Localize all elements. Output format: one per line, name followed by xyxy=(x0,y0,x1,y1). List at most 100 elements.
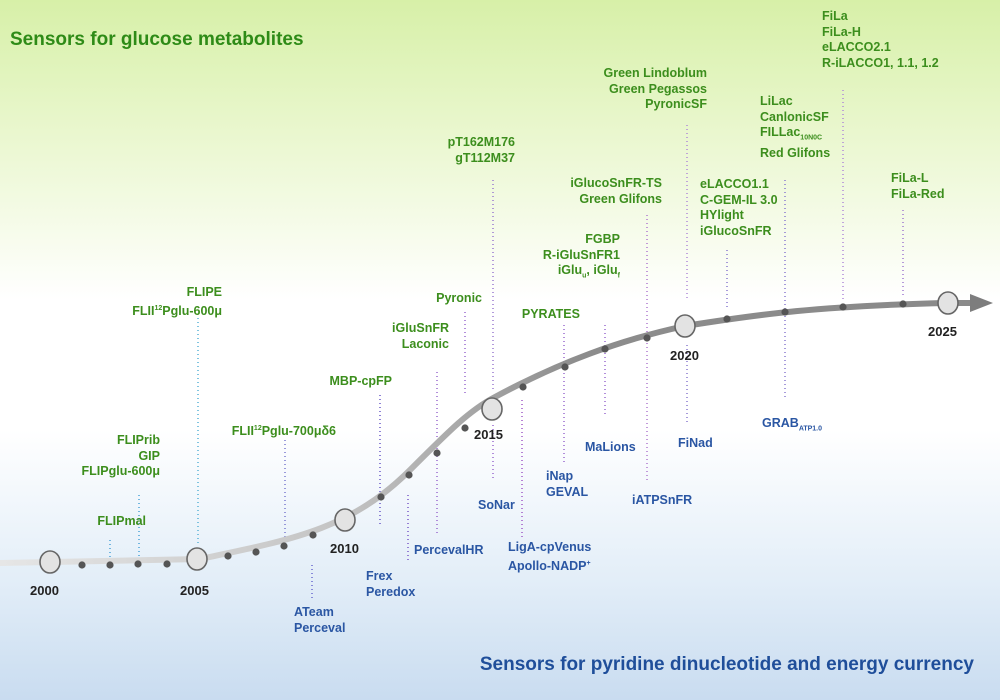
sensor-name: FLIPrib xyxy=(116,433,160,447)
sensor-name: Apollo-NADP+ xyxy=(508,558,591,573)
sensor-label-grab-atp: GRABATP1.0 xyxy=(762,416,822,437)
sensor-label-inap-group: iNap GEVAL xyxy=(546,469,588,500)
sensor-name: FLIPglu-600μ xyxy=(81,464,161,478)
sensor-label-iglusnfr-laconic: iGluSnFR Laconic xyxy=(392,321,449,352)
sensor-label-sonar: SoNar xyxy=(478,498,515,514)
timeline-dot xyxy=(163,560,171,568)
timeline-dot xyxy=(643,334,651,342)
timeline-dot xyxy=(561,363,569,371)
glucose-background xyxy=(0,0,1000,300)
sensor-name: Frex xyxy=(366,569,393,583)
sensor-label-pt162: pT162M176 gT112M37 xyxy=(448,135,515,166)
sensor-label-lindoblum-group: Green Lindoblum Green Pegassos PyronicSF xyxy=(604,66,707,113)
sensor-label-pyronic: Pyronic xyxy=(436,291,482,307)
timeline-dot xyxy=(899,300,907,308)
timeline-dot xyxy=(839,303,847,311)
timeline-dot xyxy=(461,424,469,432)
sensor-label-frex-group: Frex Peredox xyxy=(366,569,415,600)
sensor-label-fgbp-group: FGBP R-iGluSnFR1 iGluu, iGluf xyxy=(543,232,620,284)
timeline-dot xyxy=(78,561,86,569)
sensor-name: FiLa-H xyxy=(822,24,861,39)
sensor-name: C-GEM-IL 3.0 xyxy=(700,192,778,207)
sensor-name: FLII12Pglu-600μ xyxy=(132,303,222,318)
sensor-name: FiLa-L xyxy=(891,171,929,185)
sensor-label-pyrates: PYRATES xyxy=(522,307,580,323)
energy-heading: Sensors for pyridine dinucleotide and en… xyxy=(479,654,974,675)
sensor-name: Peredox xyxy=(366,584,416,599)
sensor-label-ligacpvenus-group: LigA-cpVenus Apollo-NADP+ xyxy=(508,540,591,574)
sensor-name: PercevalHR xyxy=(414,543,484,557)
sensor-name: FiLa xyxy=(822,9,848,23)
timeline-dot xyxy=(723,315,731,323)
sensor-name: Green Glifons xyxy=(579,191,662,206)
sensor-name: PYRATES xyxy=(521,307,580,321)
sensor-name: FiLa-Red xyxy=(891,186,945,201)
sensor-name: CanlonicSF xyxy=(760,109,829,124)
sensor-label-flii-700: FLII12Pglu-700μδ6 xyxy=(232,421,336,440)
timeline-dot xyxy=(377,493,385,501)
sensor-name: iATPSnFR xyxy=(632,493,693,507)
sensor-name: gT112M37 xyxy=(455,150,515,165)
sensor-name: iGluu, iGluf xyxy=(557,263,620,280)
sensor-label-flip-group-2003: FLIPrib GIP FLIPglu-600μ xyxy=(82,433,161,480)
timeline-dot xyxy=(601,345,609,353)
sensor-name: Green Pegassos xyxy=(609,81,707,96)
sensor-name: HYlight xyxy=(700,208,744,222)
timeline-dot xyxy=(519,383,527,391)
year-node-2000 xyxy=(39,550,61,574)
sensor-name: iGlucoSnFR-TS xyxy=(570,176,662,190)
sensor-name: pT162M176 xyxy=(447,135,515,149)
sensor-name: Laconic xyxy=(401,336,449,351)
sensor-name: MBP-cpFP xyxy=(329,374,393,388)
year-label-2005: 2005 xyxy=(180,583,209,598)
year-label-2000: 2000 xyxy=(30,583,59,598)
timeline-dot xyxy=(134,560,142,568)
year-label-2020: 2020 xyxy=(670,348,699,363)
timeline-dot xyxy=(781,308,789,316)
sensor-name: R-iLACCO1, 1.1, 1.2 xyxy=(822,55,939,70)
sensor-name: MaLions xyxy=(585,440,636,454)
year-node-2025 xyxy=(937,291,959,315)
sensor-name: Green Lindoblum xyxy=(603,66,707,80)
sensor-label-fila-group: FiLa FiLa-H eLACCO2.1 R-iLACCO1, 1.1, 1.2 xyxy=(822,9,939,71)
sensor-name: PyronicSF xyxy=(645,97,707,111)
year-label-2010: 2010 xyxy=(330,541,359,556)
sensor-name: FGBP xyxy=(585,232,620,246)
year-label-2015: 2015 xyxy=(474,427,503,442)
sensor-name: eLACCO2.1 xyxy=(822,40,891,54)
year-node-2020 xyxy=(674,314,696,338)
timeline-dot xyxy=(405,471,413,479)
year-label-2025: 2025 xyxy=(928,324,957,339)
sensor-name: R-iGluSnFR1 xyxy=(542,247,620,262)
sensor-label-lilac-group: LiLac CanlonicSF FILLac10N0C Red Glifons xyxy=(760,94,830,162)
sensor-label-finad: FiNad xyxy=(678,436,713,452)
sensor-name: GIP xyxy=(138,448,160,463)
sensor-label-malions: MaLions xyxy=(585,440,636,456)
year-node-2010 xyxy=(334,508,356,532)
sensor-name: Perceval xyxy=(294,620,346,635)
timeline-dot xyxy=(224,552,232,560)
sensor-label-iatpsnfr: iATPSnFR xyxy=(632,493,692,509)
sensor-name: Red Glifons xyxy=(760,146,831,160)
sensor-name: GRABATP1.0 xyxy=(762,416,823,433)
sensor-label-percevalhr: PercevalHR xyxy=(414,543,484,559)
sensor-name: Pyronic xyxy=(436,291,482,305)
sensor-label-elacco11-group: eLACCO1.1 C-GEM-IL 3.0 HYlight iGlucoSnFR xyxy=(700,177,778,239)
sensor-name: FLIPmal xyxy=(97,514,146,528)
year-node-2015 xyxy=(481,397,503,421)
sensor-name: FLII12Pglu-700μδ6 xyxy=(231,424,336,439)
sensor-name: eLACCO1.1 xyxy=(700,177,769,191)
sensor-name: GEVAL xyxy=(546,484,589,499)
sensor-name: iGlucoSnFR xyxy=(700,223,772,238)
sensor-label-flipe-group: FLIPE FLII12Pglu-600μ xyxy=(132,285,222,319)
sensor-label-flipmal: FLIPmal xyxy=(97,514,146,530)
sensor-label-fila-l-group: FiLa-L FiLa-Red xyxy=(891,171,944,202)
timeline-dot xyxy=(280,542,288,550)
sensor-name: iNap xyxy=(546,469,574,483)
sensor-name: iGluSnFR xyxy=(392,321,449,335)
sensor-label-iglucosnfr-ts-group: iGlucoSnFR-TS Green Glifons xyxy=(570,176,662,207)
timeline-dot xyxy=(433,449,441,457)
glucose-heading: Sensors for glucose metabolites xyxy=(10,29,304,50)
